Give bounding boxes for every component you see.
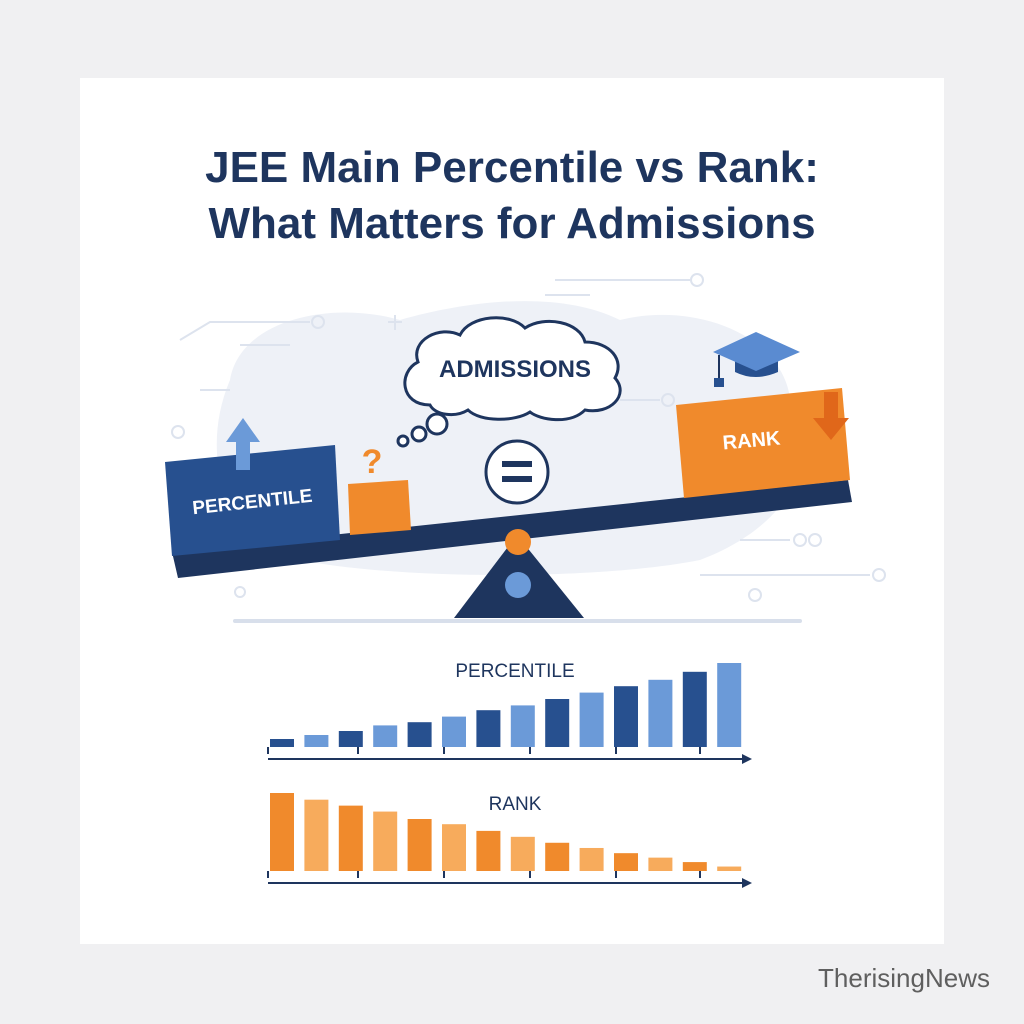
percentile-bar-3 xyxy=(338,731,363,747)
rank-axis-arrow xyxy=(742,878,752,888)
title-line-1: JEE Main Percentile vs Rank: xyxy=(205,143,819,192)
percentile-bar-7 xyxy=(476,710,501,747)
seesaw-beam xyxy=(172,480,852,578)
rank-bar-6 xyxy=(442,824,466,871)
rank-bar-9 xyxy=(545,842,570,871)
rank-bar-7 xyxy=(476,830,501,871)
equals-icon xyxy=(484,439,550,505)
rank-bar-2 xyxy=(304,799,329,871)
question-mark-icon: ? xyxy=(362,443,383,481)
graduation-cap-icon xyxy=(713,332,800,387)
percentile-bar-4 xyxy=(373,725,398,747)
cloud-label: ADMISSIONS xyxy=(439,356,591,383)
title-line-2: What Matters for Admissions xyxy=(208,199,816,248)
rank-chart: RANK xyxy=(267,793,752,888)
page-title: JEE Main Percentile vs Rank: What Matter… xyxy=(0,140,1024,252)
rank-bar-5 xyxy=(407,819,432,871)
rank-chart-title: RANK xyxy=(489,794,542,815)
arrow-down-icon xyxy=(813,392,849,440)
rank-block-label: RANK xyxy=(722,427,782,454)
fulcrum-dot xyxy=(505,572,531,598)
percentile-bar-5 xyxy=(407,722,432,747)
watermark: TherisingNews xyxy=(818,963,990,993)
rank-bar-12 xyxy=(648,857,673,871)
percentile-axis-arrow xyxy=(742,754,752,764)
percentile-chart: PERCENTILE xyxy=(267,661,752,764)
percentile-bar-2 xyxy=(304,735,329,747)
rank-block xyxy=(676,388,850,498)
percentile-chart-title: PERCENTILE xyxy=(455,661,574,682)
percentile-bar-6 xyxy=(442,716,466,747)
percentile-bar-1 xyxy=(270,739,294,747)
rank-bar-10 xyxy=(579,847,604,871)
percentile-bar-11 xyxy=(614,686,638,747)
rank-bar-8 xyxy=(510,836,535,871)
rank-bar-4 xyxy=(373,811,398,871)
percentile-bar-8 xyxy=(510,705,535,747)
rank-bar-11 xyxy=(614,853,638,871)
percentile-bar-13 xyxy=(682,671,707,747)
percentile-bar-12 xyxy=(648,679,673,747)
percentile-bar-10 xyxy=(579,692,604,747)
thought-cloud-icon xyxy=(396,316,622,448)
percentile-bar-14 xyxy=(717,663,742,747)
rank-bar-13 xyxy=(682,862,707,871)
rank-bar-3 xyxy=(338,805,363,871)
percentile-block xyxy=(165,445,340,556)
small-orange-block xyxy=(348,480,411,535)
pivot-ball xyxy=(505,529,531,555)
decor-lines xyxy=(171,273,886,602)
rank-bar-14 xyxy=(717,866,742,871)
percentile-bar-9 xyxy=(545,699,570,747)
rank-bar-1 xyxy=(270,793,294,871)
arrow-up-icon xyxy=(226,418,260,470)
